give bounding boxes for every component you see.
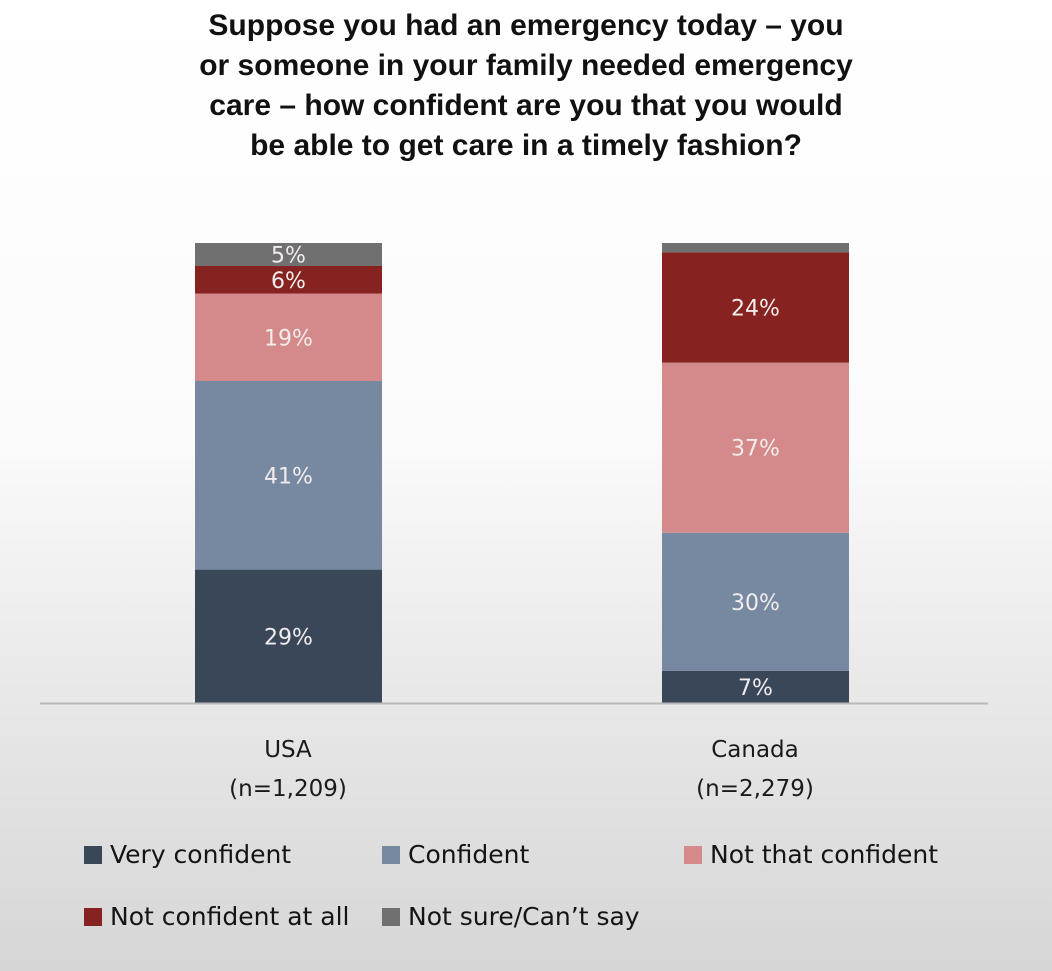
- data-label: 6%: [271, 269, 306, 294]
- title-line: be able to get care in a timely fashion?: [250, 129, 802, 162]
- legend-label: Very confident: [110, 840, 292, 869]
- category-label: Canada: [711, 737, 799, 763]
- data-label: 37%: [731, 437, 780, 462]
- data-label: 24%: [731, 296, 780, 321]
- category-sample-size: (n=1,209): [229, 776, 347, 802]
- data-label: 29%: [264, 625, 313, 650]
- data-label: 41%: [264, 464, 313, 489]
- bar-segment-not-sure-can-t-say: [195, 243, 382, 266]
- legend-label: Not sure/Can’t say: [408, 902, 640, 931]
- bar-segment-very-confident: [195, 569, 382, 703]
- category-labels: USA (n=1,209) Canada (n=2,279): [229, 737, 814, 802]
- category-sample-size: (n=2,279): [696, 776, 814, 802]
- bars-group: 29% 41% 19% 6%5% 7% 30% 37% 24%: [195, 243, 849, 703]
- data-label: 19%: [264, 326, 313, 351]
- stacked-bar-chart: 29% 41% 19% 6%5% 7% 30% 37% 24% USA (n=1,209) Can…: [40, 243, 988, 802]
- bar-segment-not-confident-at-all: [662, 252, 849, 363]
- legend-swatch: [382, 907, 400, 926]
- data-label: 5%: [271, 244, 306, 269]
- legend-item-not-sure-can-t-say: Not sure/Can’t say: [382, 902, 640, 931]
- legend-swatch: [84, 907, 102, 926]
- legend-item-very-confident: Very confident: [84, 840, 291, 869]
- bar-segment-confident: [195, 381, 382, 570]
- legend-item-confident: Confident: [382, 840, 529, 869]
- data-label: 30%: [731, 591, 780, 616]
- data-label: 7%: [738, 676, 773, 701]
- bar-canada: 7% 30% 37% 24%: [662, 243, 849, 703]
- chart-title: Suppose you had an emergency today – you…: [60, 6, 992, 166]
- legend-swatch: [684, 845, 702, 864]
- bar-segment-not-sure-can-t-say: [662, 243, 849, 253]
- legend-item-not-confident-at-all: Not confident at all: [84, 902, 350, 931]
- title-line: care – how confident are you that you wo…: [209, 89, 843, 122]
- bar-segment-not-that-confident: [662, 362, 849, 533]
- legend-swatch: [382, 845, 400, 864]
- bar-segment-confident: [662, 532, 849, 671]
- bar-segment-very-confident: [662, 670, 849, 703]
- legend-item-not-that-confident: Not that confident: [684, 840, 938, 869]
- legend-label: Not that confident: [710, 840, 938, 869]
- legend: Very confident Confident Not that confiden…: [84, 840, 984, 950]
- bar-segment-not-that-confident: [195, 293, 382, 381]
- legend-swatch: [84, 845, 102, 864]
- legend-label: Confident: [408, 840, 530, 869]
- title-line: Suppose you had an emergency today – you: [208, 9, 844, 42]
- category-label: USA: [264, 737, 312, 763]
- title-line: or someone in your family needed emergen…: [199, 49, 853, 82]
- bar-usa: 29% 41% 19% 6%5%: [195, 243, 382, 703]
- bar-segment-not-confident-at-all: [195, 266, 382, 294]
- legend-label: Not confident at all: [110, 902, 350, 931]
